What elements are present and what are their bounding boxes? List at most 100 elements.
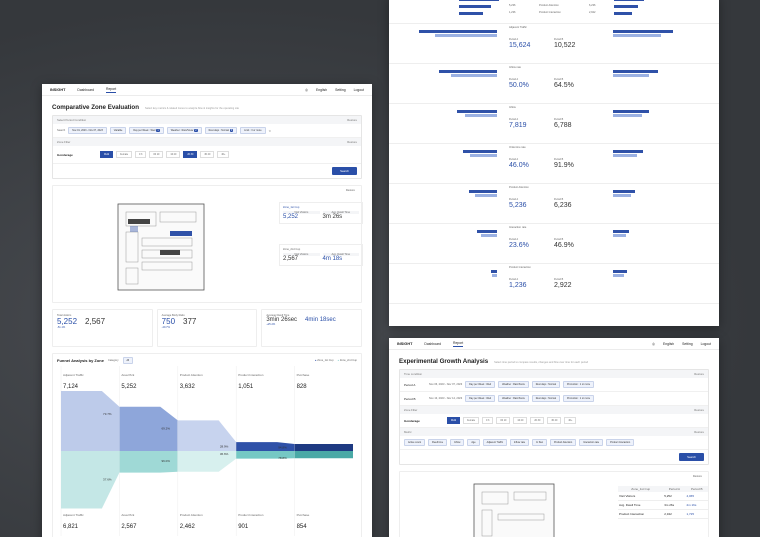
seg-female-2[interactable]: Female [463, 417, 480, 424]
chip-day[interactable]: Day per Week : Wed 1 [129, 127, 164, 134]
bar-a [469, 190, 497, 193]
chip-rest[interactable]: Rest days : Normal 3 [204, 127, 238, 134]
metric-chip[interactable]: Adjacent Traffic [482, 439, 508, 446]
seg-40plus[interactable]: 40+ [217, 151, 230, 158]
nav-dashboard-2[interactable]: Dashboard [424, 341, 441, 346]
bar-b-light [613, 234, 626, 237]
language-select[interactable]: English [315, 87, 328, 92]
funnel-stage-bottom: Area Pick [121, 513, 134, 517]
zone-b-visit-label: Visit Visitors [283, 253, 320, 256]
globe-icon-2[interactable]: ◎ [651, 341, 655, 346]
seg-0-3-2[interactable]: 0 3 [482, 417, 494, 424]
chip-weather-b[interactable]: Weather : Rain/Snow [498, 395, 529, 402]
nav-dashboard[interactable]: Dashboard [77, 87, 94, 92]
nav-setting[interactable]: Setting [335, 87, 346, 92]
nav-logout[interactable]: Logout [353, 87, 364, 92]
kpi-title: Average Dwell Time [266, 314, 290, 317]
chip-rest-b[interactable]: Rest days : Normal [531, 395, 561, 402]
period-b-date[interactable]: Nov 13, 2023 - Nov 14, 2023 [429, 397, 463, 400]
bar-b-light [613, 194, 631, 197]
chip-rest-a[interactable]: Rest days : Normal [531, 381, 561, 388]
metric-chip[interactable]: Product Attention [549, 439, 577, 446]
funnel-top-value: 1,051 [238, 384, 254, 390]
funnel-top-pct: 69.2% [161, 427, 170, 431]
table-cell: 2,342 [663, 509, 686, 519]
seg-female[interactable]: Female [116, 151, 133, 158]
bar-b [613, 30, 673, 33]
restore-link-2[interactable]: Restore [347, 140, 357, 144]
page-title-row-2: Experimental Growth Analysis Select time… [389, 350, 719, 369]
period-b-label: Period B [404, 396, 416, 401]
metric-chip[interactable]: Dwell time [428, 439, 448, 446]
nav-setting-2[interactable]: Setting [682, 341, 693, 346]
period-b-value: 6,236 [554, 202, 572, 209]
bar-a-light [450, 74, 497, 77]
period-a-date[interactable]: Nov 06, 2023 - Nov 07, 2023 [429, 383, 463, 386]
bar-a [419, 30, 497, 33]
seg-20-30-2[interactable]: 20 30 [530, 417, 545, 424]
metric-row: Adjacent Traffic Period A 15,624 Period … [389, 24, 719, 64]
chip-day-b[interactable]: Day per Week : Wed [465, 395, 496, 402]
metric-chip[interactable]: In flow [532, 439, 547, 446]
period-a-value: 5,236 [509, 202, 527, 209]
globe-icon[interactable]: ◎ [304, 87, 308, 92]
seg-0-3[interactable]: 0 3 [135, 151, 147, 158]
funnel-band-a [177, 420, 237, 451]
seg-30-40-2[interactable]: 30 40 [547, 417, 562, 424]
search-variable[interactable]: Variable [109, 127, 127, 134]
seg-multi-2[interactable]: Multi [447, 417, 461, 424]
seg-0-10-2[interactable]: 00 10 [496, 417, 511, 424]
chip-weather-a[interactable]: Weather : Rain/Snow [498, 381, 529, 388]
metric-chip[interactable]: Interaction rate [579, 439, 604, 446]
search-button-2[interactable]: Search [679, 453, 704, 461]
seg-40plus-2[interactable]: 40+ [564, 417, 577, 424]
time-condition-header: Time condition [404, 372, 423, 376]
period-b-label: Period B [554, 78, 564, 81]
seg-0-10[interactable]: 00 10 [149, 151, 164, 158]
chip-day-a[interactable]: Day per Week : Wed [465, 381, 496, 388]
app-logo[interactable]: INSIGHT [50, 87, 66, 92]
seg-30-40[interactable]: 30 40 [200, 151, 215, 158]
language-select-2[interactable]: English [662, 341, 675, 346]
funnel-band-a [294, 444, 353, 451]
chip-promo-a[interactable]: Promotion : 1 or more [563, 381, 595, 388]
restore-link-7[interactable]: Restore [692, 475, 702, 478]
page-title: Comparative Zone Evaluation [52, 104, 139, 111]
period-a-value: 50.0% [509, 82, 529, 89]
chip-limit[interactable]: Limit : 3 or more [240, 127, 266, 134]
summary-val-b: 6,236 [589, 4, 596, 7]
metric-chip[interactable]: Product Interaction [606, 439, 635, 446]
filter-panel-2: Time condition Restore Period A Nov 06, 2… [399, 369, 709, 465]
table-cell: Product Interaction [618, 509, 664, 519]
nav-logout-2[interactable]: Logout [700, 341, 711, 346]
seg-10-20-2[interactable]: 10 20 [513, 417, 528, 424]
summary-bar-a [459, 12, 483, 15]
chip-promo-b[interactable]: Promotion : 1 or more [563, 395, 595, 402]
search-button[interactable]: Search [332, 167, 357, 175]
restore-link-3[interactable]: Restore [345, 189, 355, 192]
period-comparison-card: 7,819 Inflow 6,788 5,236 Product Attenti… [389, 0, 719, 326]
restore-link[interactable]: Restore [347, 118, 357, 122]
seg-10-20[interactable]: 10 20 [166, 151, 181, 158]
metric-chip[interactable]: Inflow rate [510, 439, 530, 446]
period-select[interactable]: Nov 01, 2023 - Nov 07, 2023 [68, 127, 107, 134]
seg-multi[interactable]: Multi [100, 151, 114, 158]
funnel-top-value: 828 [297, 384, 308, 390]
chip-weather[interactable]: Weather : Rain/Snow 2 [166, 127, 202, 134]
restore-link-4[interactable]: Restore [694, 372, 704, 376]
zone-a-visitors: 5,252 [283, 214, 299, 220]
app-logo-2[interactable]: INSIGHT [397, 341, 413, 346]
restore-link-5[interactable]: Restore [694, 408, 704, 412]
restore-link-6[interactable]: Restore [694, 430, 704, 434]
metric-chip[interactable]: Age [467, 439, 480, 446]
comparative-zone-card: INSIGHT Dashboard Report ◎ English Setti… [42, 84, 372, 537]
star-icon[interactable]: ☆ [268, 128, 272, 133]
metric-chip[interactable]: Inflow [450, 439, 465, 446]
nav-report-2[interactable]: Report [453, 340, 464, 347]
nav-report[interactable]: Report [106, 86, 117, 93]
metric-chip[interactable]: Active count [404, 439, 426, 446]
funnel-bottom-pct: 36.6% [220, 452, 229, 456]
category-select[interactable]: All [122, 357, 134, 364]
metric-row: Order-line rate Period A 46.0% Period B … [389, 144, 719, 184]
seg-20-30[interactable]: 20 30 [183, 151, 198, 158]
